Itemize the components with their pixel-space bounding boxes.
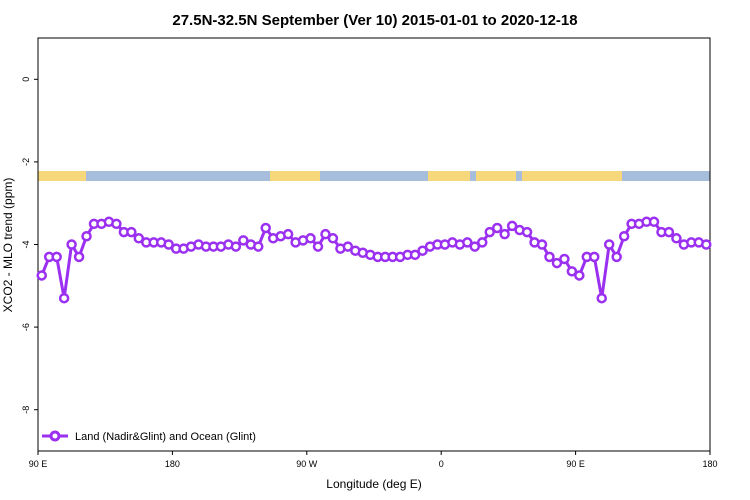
- point: [320, 228, 331, 240]
- point: [126, 226, 137, 238]
- point: [499, 228, 510, 240]
- point: [671, 233, 682, 244]
- point: [663, 226, 675, 238]
- point: [484, 226, 495, 238]
- point: [133, 233, 145, 244]
- point: [238, 235, 249, 246]
- point: [111, 218, 122, 230]
- legend: Land (Nadir&Glint) and Ocean (Glint): [42, 430, 256, 443]
- y-axis-label: XCO2 - MLO trend (ppm): [1, 178, 15, 313]
- x-tick-label: 90 E: [29, 459, 48, 469]
- point: [230, 241, 242, 252]
- point: [58, 292, 70, 304]
- point: [312, 241, 324, 252]
- point: [469, 241, 481, 252]
- point: [260, 222, 271, 234]
- point: [506, 220, 518, 232]
- point: [66, 239, 77, 250]
- point: [521, 226, 533, 238]
- point: [51, 251, 62, 263]
- point: [491, 222, 503, 234]
- point: [342, 241, 354, 252]
- y-tick-label: -2: [21, 158, 31, 166]
- x-tick-label: 180: [165, 459, 180, 469]
- point: [462, 237, 473, 248]
- point: [701, 239, 712, 250]
- point: [551, 257, 563, 269]
- legend-marker: [49, 430, 61, 442]
- point: [36, 270, 47, 281]
- point: [81, 230, 92, 242]
- x-axis-label: Longitude (deg E): [326, 477, 421, 491]
- point: [536, 239, 548, 250]
- y-tick-label: -6: [21, 323, 31, 331]
- y-tick-label: -4: [21, 240, 31, 248]
- y-tick-label: 0: [21, 77, 31, 82]
- point: [477, 237, 488, 248]
- point: [409, 249, 421, 261]
- point: [544, 251, 555, 263]
- point: [327, 233, 339, 244]
- point: [282, 228, 294, 240]
- point: [163, 239, 174, 250]
- point: [417, 245, 428, 256]
- point: [603, 239, 615, 250]
- point: [574, 270, 585, 281]
- x-tick-label: 90 E: [566, 459, 585, 469]
- point: [73, 251, 85, 263]
- y-tick-label: -8: [21, 406, 31, 414]
- point: [566, 266, 578, 277]
- point: [611, 251, 622, 263]
- x-tick-label: 90 W: [296, 459, 318, 469]
- point: [596, 292, 607, 304]
- point: [589, 251, 600, 263]
- point: [559, 253, 570, 265]
- point: [305, 233, 316, 244]
- point: [648, 216, 660, 228]
- x-tick-label: 180: [702, 459, 717, 469]
- point: [253, 241, 264, 252]
- land-ocean-strip: [38, 171, 710, 181]
- x-tick-label: 0: [439, 459, 444, 469]
- point: [618, 230, 630, 242]
- legend-label: Land (Nadir&Glint) and Ocean (Glint): [75, 431, 256, 443]
- chart-title: 27.5N-32.5N September (Ver 10) 2015-01-0…: [172, 12, 577, 29]
